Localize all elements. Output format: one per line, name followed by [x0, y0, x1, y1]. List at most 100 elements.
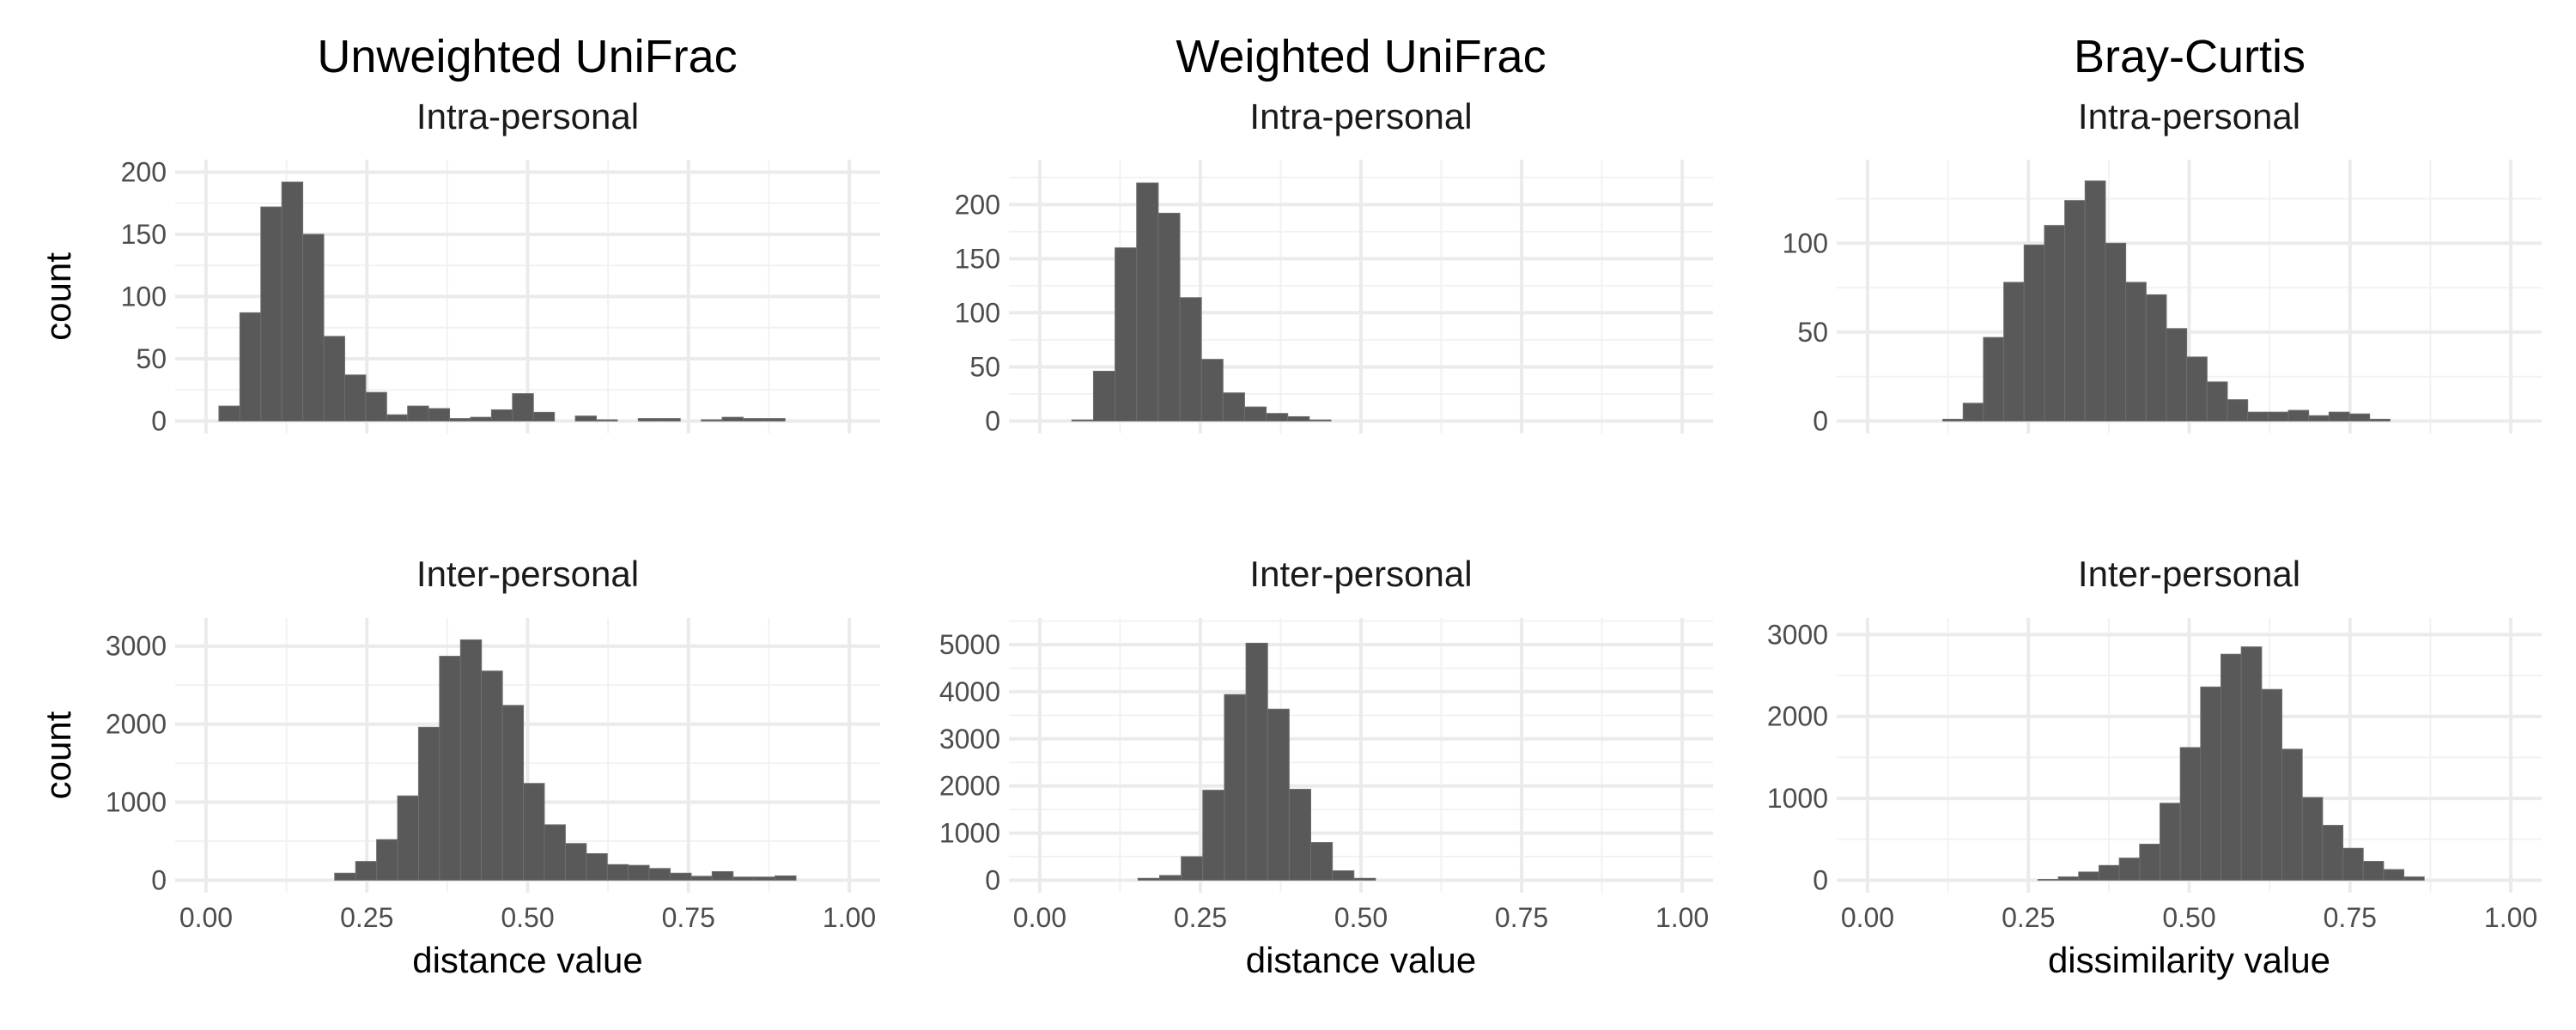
histogram-bar	[355, 861, 378, 881]
histogram-bar	[1115, 247, 1138, 421]
histogram-bar	[302, 233, 325, 421]
y-tick-label: 0	[985, 864, 1000, 895]
histogram-bar	[732, 876, 755, 881]
histogram-bar	[690, 876, 713, 881]
panel-p23: Inter-personal 0 1000 2000 3000 0.00 0.25 0.50 0…	[1767, 554, 2542, 980]
y-tick-label: 0	[1813, 864, 1828, 895]
y-tick-label: 0	[985, 406, 1000, 437]
y-tick-label: 50	[1797, 317, 1828, 348]
histogram-bar	[2308, 415, 2330, 421]
facet-title: Inter-personal	[2078, 554, 2300, 594]
x-tick-label: 0.00	[179, 902, 233, 933]
y-tick-label: 1000	[939, 818, 1000, 849]
histogram-bar	[2247, 411, 2269, 421]
histogram-bar	[701, 419, 723, 421]
histogram-bar	[218, 405, 240, 422]
histogram-bar	[564, 843, 587, 881]
panel-p13: Intra-personal 0 50 100	[1783, 96, 2542, 437]
x-tick-label: 0.75	[662, 902, 715, 933]
histogram-bar	[711, 870, 734, 881]
y-tick-label: 200	[955, 189, 1000, 220]
histogram-bar	[1092, 371, 1116, 421]
y-tick-label: 200	[121, 157, 167, 188]
histogram-bar	[1942, 418, 1964, 421]
histogram-bar	[2098, 864, 2120, 881]
histogram-bar	[2125, 282, 2147, 421]
x-tick-label: 0.00	[1841, 902, 1894, 933]
histogram-bar	[2159, 803, 2181, 881]
histogram-bar	[2037, 879, 2059, 881]
histogram-bar	[523, 783, 545, 881]
y-tick-label: 1000	[1767, 783, 1828, 814]
panel-p21: Inter-personal 0 1000 2000 3000 0.00 0.25 0.50 0…	[38, 554, 880, 980]
histogram-bar	[1287, 415, 1310, 421]
histogram-bar	[1288, 789, 1311, 881]
histogram-bar	[628, 864, 650, 881]
y-tick-label: 0	[151, 864, 167, 895]
x-tick-label: 1.00	[823, 902, 876, 933]
histogram-bar	[2348, 413, 2371, 422]
histogram-bar	[2078, 871, 2099, 881]
x-tick-label: 0.50	[501, 902, 554, 933]
y-axis-title: count	[38, 711, 78, 799]
histogram-bar	[386, 414, 409, 421]
histogram-bar	[1136, 182, 1159, 421]
histogram-bar	[1353, 877, 1376, 881]
histogram-bar	[1224, 694, 1247, 881]
histogram-bar	[2044, 225, 2066, 421]
x-tick-label: 0.00	[1013, 902, 1066, 933]
histogram-bar	[1245, 642, 1268, 881]
x-tick-label: 0.75	[2324, 902, 2377, 933]
histogram-bar	[239, 312, 262, 422]
y-tick-label: 2000	[1767, 701, 1828, 732]
histogram-bar	[659, 418, 681, 422]
histogram-bar	[1071, 419, 1094, 422]
histogram-bar	[397, 795, 419, 881]
histogram-bar	[1200, 359, 1224, 421]
histogram-bar	[532, 411, 556, 422]
histogram-bar	[2342, 847, 2364, 881]
histogram-bar	[2227, 399, 2249, 421]
x-tick-label: 0.75	[1495, 902, 1548, 933]
histogram-bar	[648, 868, 671, 881]
y-tick-label: 3000	[1767, 619, 1828, 650]
y-tick-label: 2000	[106, 709, 167, 740]
histogram-bar	[2179, 747, 2202, 881]
y-tick-label: 100	[955, 297, 1000, 328]
histogram-bar	[2301, 797, 2324, 881]
x-axis-title: dissimilarity value	[2048, 940, 2330, 980]
histogram-bar	[2139, 843, 2160, 881]
histogram-bar	[763, 418, 786, 422]
y-tick-label: 3000	[939, 724, 1000, 754]
histogram-bar	[2403, 876, 2425, 881]
x-axis-title: distance value	[412, 940, 643, 980]
histogram-bar	[2166, 328, 2188, 421]
histogram-bar	[1159, 875, 1182, 881]
histogram-bar	[742, 418, 765, 422]
histogram-bar	[2118, 857, 2141, 881]
histogram-bar	[2362, 861, 2385, 881]
x-tick-label: 0.50	[2162, 902, 2215, 933]
column-title-3: Bray-Curtis	[2074, 31, 2306, 82]
facet-title: Inter-personal	[1249, 554, 1472, 594]
histogram-bar	[1266, 413, 1289, 422]
histogram-bar	[586, 853, 608, 881]
y-tick-label: 100	[1783, 227, 1828, 258]
panel-p12: Intra-personal 0 50 100 150 200	[955, 96, 1713, 437]
histogram-bar	[323, 336, 345, 421]
histogram-bar	[637, 418, 660, 422]
histogram-bar	[2383, 869, 2405, 881]
histogram-bar	[2064, 200, 2086, 421]
y-tick-label: 5000	[939, 629, 1000, 660]
histogram-bar	[1332, 869, 1355, 881]
column-title-1: Unweighted UniFrac	[317, 31, 737, 82]
x-axis-title: distance value	[1246, 940, 1477, 980]
histogram-bar	[449, 418, 471, 422]
histogram-bar	[2084, 180, 2106, 421]
histogram-bar	[2261, 688, 2283, 881]
y-tick-label: 0	[151, 406, 167, 437]
facet-title: Intra-personal	[416, 96, 639, 136]
x-tick-label: 0.25	[2002, 902, 2055, 933]
x-tick-label: 0.25	[340, 902, 393, 933]
histogram-bar	[1962, 403, 1984, 421]
